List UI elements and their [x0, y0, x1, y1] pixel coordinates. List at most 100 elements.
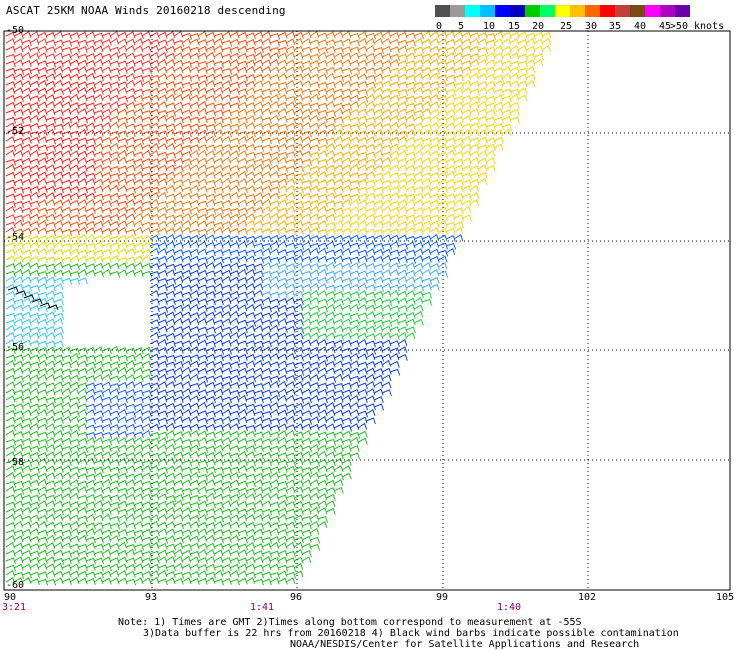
wind-barb [349, 163, 360, 171]
wind-barb [341, 409, 352, 417]
wind-barb [349, 39, 360, 47]
wind-barb [221, 304, 232, 312]
wind-barb [485, 165, 496, 172]
wind-barb [533, 53, 544, 61]
wind-barb [365, 44, 376, 52]
wind-barb [277, 318, 288, 326]
wind-barb [141, 109, 153, 117]
wind-barb [397, 88, 409, 96]
wind-barb [133, 212, 144, 220]
wind-barb [77, 437, 88, 445]
wind-barb [205, 548, 216, 556]
wind-barb [37, 256, 48, 264]
wind-barb [237, 492, 248, 500]
wind-barb [189, 164, 200, 172]
wind-barb [333, 276, 344, 284]
wind-barb [165, 227, 176, 235]
wind-barb [317, 354, 328, 362]
wind-barb [53, 549, 64, 557]
wind-barb [85, 494, 96, 501]
wind-barb [13, 242, 24, 250]
wind-barb [181, 577, 192, 585]
wind-barb [53, 186, 64, 194]
wind-barb [5, 205, 16, 213]
wind-barb [61, 277, 73, 285]
wind-barb [37, 403, 48, 411]
wind-barb [253, 543, 264, 551]
wind-barb [397, 193, 408, 201]
wind-barb [85, 115, 96, 123]
wind-barb [197, 298, 208, 306]
wind-barb [93, 536, 104, 544]
wind-barb [213, 136, 224, 144]
wind-barb [269, 114, 280, 122]
wind-barb [253, 354, 264, 362]
wind-barb [165, 332, 176, 340]
wind-barb [309, 527, 320, 535]
wind-barb [69, 438, 81, 446]
wind-barb [173, 87, 184, 94]
wind-barb [413, 157, 424, 165]
wind-barb [13, 247, 24, 255]
wind-barb [269, 186, 280, 194]
wind-barb [29, 557, 40, 564]
wind-barb [5, 429, 16, 437]
wind-barb [13, 52, 24, 60]
wind-barb [221, 164, 232, 172]
wind-barb [149, 541, 160, 549]
wind-barb [77, 556, 88, 564]
wind-barb [197, 311, 208, 318]
wind-barb [77, 255, 88, 263]
wind-barb [5, 494, 16, 502]
wind-barb [365, 122, 376, 130]
wind-barb [237, 459, 248, 466]
wind-barb [245, 319, 257, 327]
wind-barb [325, 479, 336, 487]
wind-barb [149, 198, 160, 206]
wind-barb [237, 116, 248, 124]
wind-barb [77, 53, 89, 61]
wind-barb [165, 506, 176, 514]
wind-barb [189, 157, 200, 165]
wind-barb [149, 142, 160, 150]
wind-barb [117, 452, 128, 460]
wind-barb [341, 157, 352, 165]
wind-barb [45, 570, 56, 577]
wind-barb [101, 129, 112, 137]
wind-barb [5, 200, 17, 208]
wind-barb [125, 192, 136, 200]
wind-barb [165, 93, 176, 101]
wind-barb [13, 333, 24, 341]
wind-barb [69, 178, 80, 186]
wind-barb [341, 38, 352, 46]
wind-barb [317, 32, 328, 40]
lon-label-102: 102 [578, 592, 597, 603]
wind-barb [421, 165, 432, 172]
wind-barb [53, 508, 64, 516]
wind-barb [85, 60, 96, 67]
wind-barb [197, 123, 209, 131]
wind-barb [357, 95, 369, 103]
wind-barb [101, 354, 112, 362]
wind-barb [189, 528, 200, 536]
wind-barb [189, 290, 200, 297]
wind-barb [277, 339, 288, 347]
wind-barb [133, 199, 144, 207]
wind-barb [421, 172, 432, 179]
wind-barb [333, 345, 344, 353]
wind-barb [349, 395, 360, 402]
wind-barb [485, 32, 497, 40]
wind-barb [5, 158, 17, 166]
wind-barb [197, 107, 208, 115]
wind-barb [221, 74, 232, 82]
wind-barb [77, 494, 89, 502]
wind-barb [85, 95, 96, 102]
wind-barb [61, 46, 73, 54]
wind-barb [309, 374, 320, 381]
wind-barb [397, 275, 408, 283]
wind-barb [389, 179, 401, 187]
wind-barb [325, 311, 336, 319]
wind-barb [285, 535, 296, 543]
wind-barb [341, 88, 352, 96]
wind-barb [117, 116, 129, 124]
